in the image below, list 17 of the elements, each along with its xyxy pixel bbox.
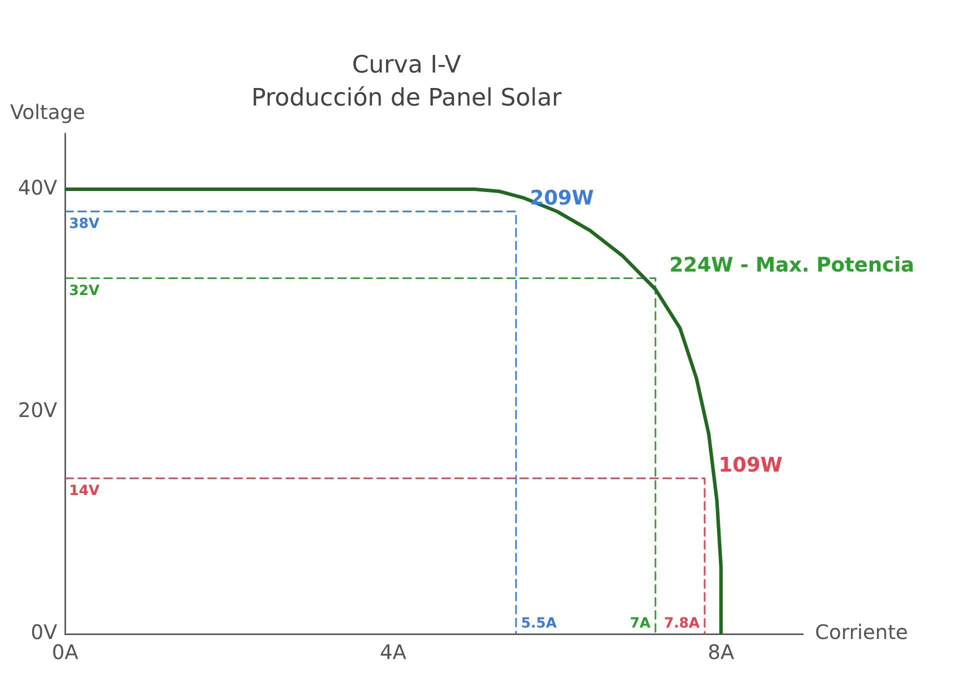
annotation: 7A xyxy=(630,616,651,632)
annotation: 5.5A xyxy=(521,616,557,632)
y-tick-label: 40V xyxy=(18,175,58,200)
annotation: 209W xyxy=(530,186,594,210)
chart-subtitle: Producción de Panel Solar xyxy=(251,83,562,112)
x-tick-label: 4A xyxy=(380,640,407,664)
annotation: 38V xyxy=(69,216,100,232)
annotation: 14V xyxy=(69,482,100,499)
x-axis-title: Corriente xyxy=(815,620,908,644)
chart-title: Curva I-V xyxy=(352,50,462,79)
annotation: 109W xyxy=(718,452,782,477)
annotation: 32V xyxy=(69,282,100,299)
y-axis-title: Voltage xyxy=(10,100,86,124)
annotation: 7.8A xyxy=(664,616,700,632)
y-tick-label: 20V xyxy=(18,398,58,422)
annotation: 224W - Max. Potencia xyxy=(669,252,914,276)
x-tick-label: 8A xyxy=(708,640,735,664)
